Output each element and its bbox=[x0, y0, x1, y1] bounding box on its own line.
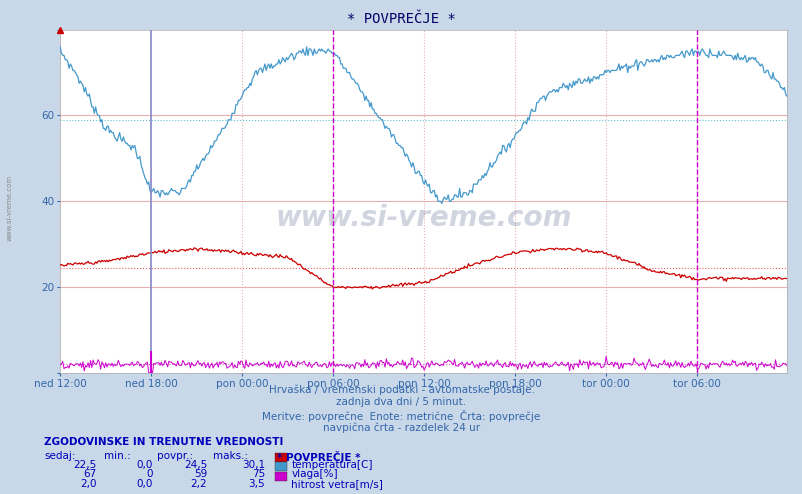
Text: 2,0: 2,0 bbox=[79, 479, 96, 489]
Text: www.si-vreme.com: www.si-vreme.com bbox=[6, 174, 12, 241]
Text: * POVPREČJE *: * POVPREČJE * bbox=[346, 12, 456, 26]
Text: temperatura[C]: temperatura[C] bbox=[291, 460, 372, 470]
Text: 67: 67 bbox=[83, 469, 96, 479]
Text: 30,1: 30,1 bbox=[241, 460, 265, 470]
Text: vlaga[%]: vlaga[%] bbox=[291, 469, 338, 479]
Text: 0,0: 0,0 bbox=[136, 479, 152, 489]
Text: 2,2: 2,2 bbox=[190, 479, 207, 489]
Text: Meritve: povprečne  Enote: metrične  Črta: povprečje: Meritve: povprečne Enote: metrične Črta:… bbox=[262, 410, 540, 422]
Text: 24,5: 24,5 bbox=[184, 460, 207, 470]
Text: 3,5: 3,5 bbox=[248, 479, 265, 489]
Text: Hrvaška / vremenski podatki - avtomatske postaje.: Hrvaška / vremenski podatki - avtomatske… bbox=[268, 384, 534, 395]
Text: * POVPREČJE *: * POVPREČJE * bbox=[277, 451, 360, 462]
Text: 75: 75 bbox=[251, 469, 265, 479]
Text: www.si-vreme.com: www.si-vreme.com bbox=[275, 205, 571, 233]
Text: ZGODOVINSKE IN TRENUTNE VREDNOSTI: ZGODOVINSKE IN TRENUTNE VREDNOSTI bbox=[44, 437, 283, 447]
Text: navpična črta - razdelek 24 ur: navpična črta - razdelek 24 ur bbox=[322, 423, 480, 433]
Text: povpr.:: povpr.: bbox=[156, 451, 192, 460]
Text: maks.:: maks.: bbox=[213, 451, 248, 460]
Text: 22,5: 22,5 bbox=[73, 460, 96, 470]
Text: hitrost vetra[m/s]: hitrost vetra[m/s] bbox=[291, 479, 383, 489]
Text: 59: 59 bbox=[193, 469, 207, 479]
Text: zadnja dva dni / 5 minut.: zadnja dva dni / 5 minut. bbox=[336, 397, 466, 407]
Text: min.:: min.: bbox=[104, 451, 131, 460]
Text: 0: 0 bbox=[146, 469, 152, 479]
Text: 0,0: 0,0 bbox=[136, 460, 152, 470]
Text: sedaj:: sedaj: bbox=[44, 451, 75, 460]
